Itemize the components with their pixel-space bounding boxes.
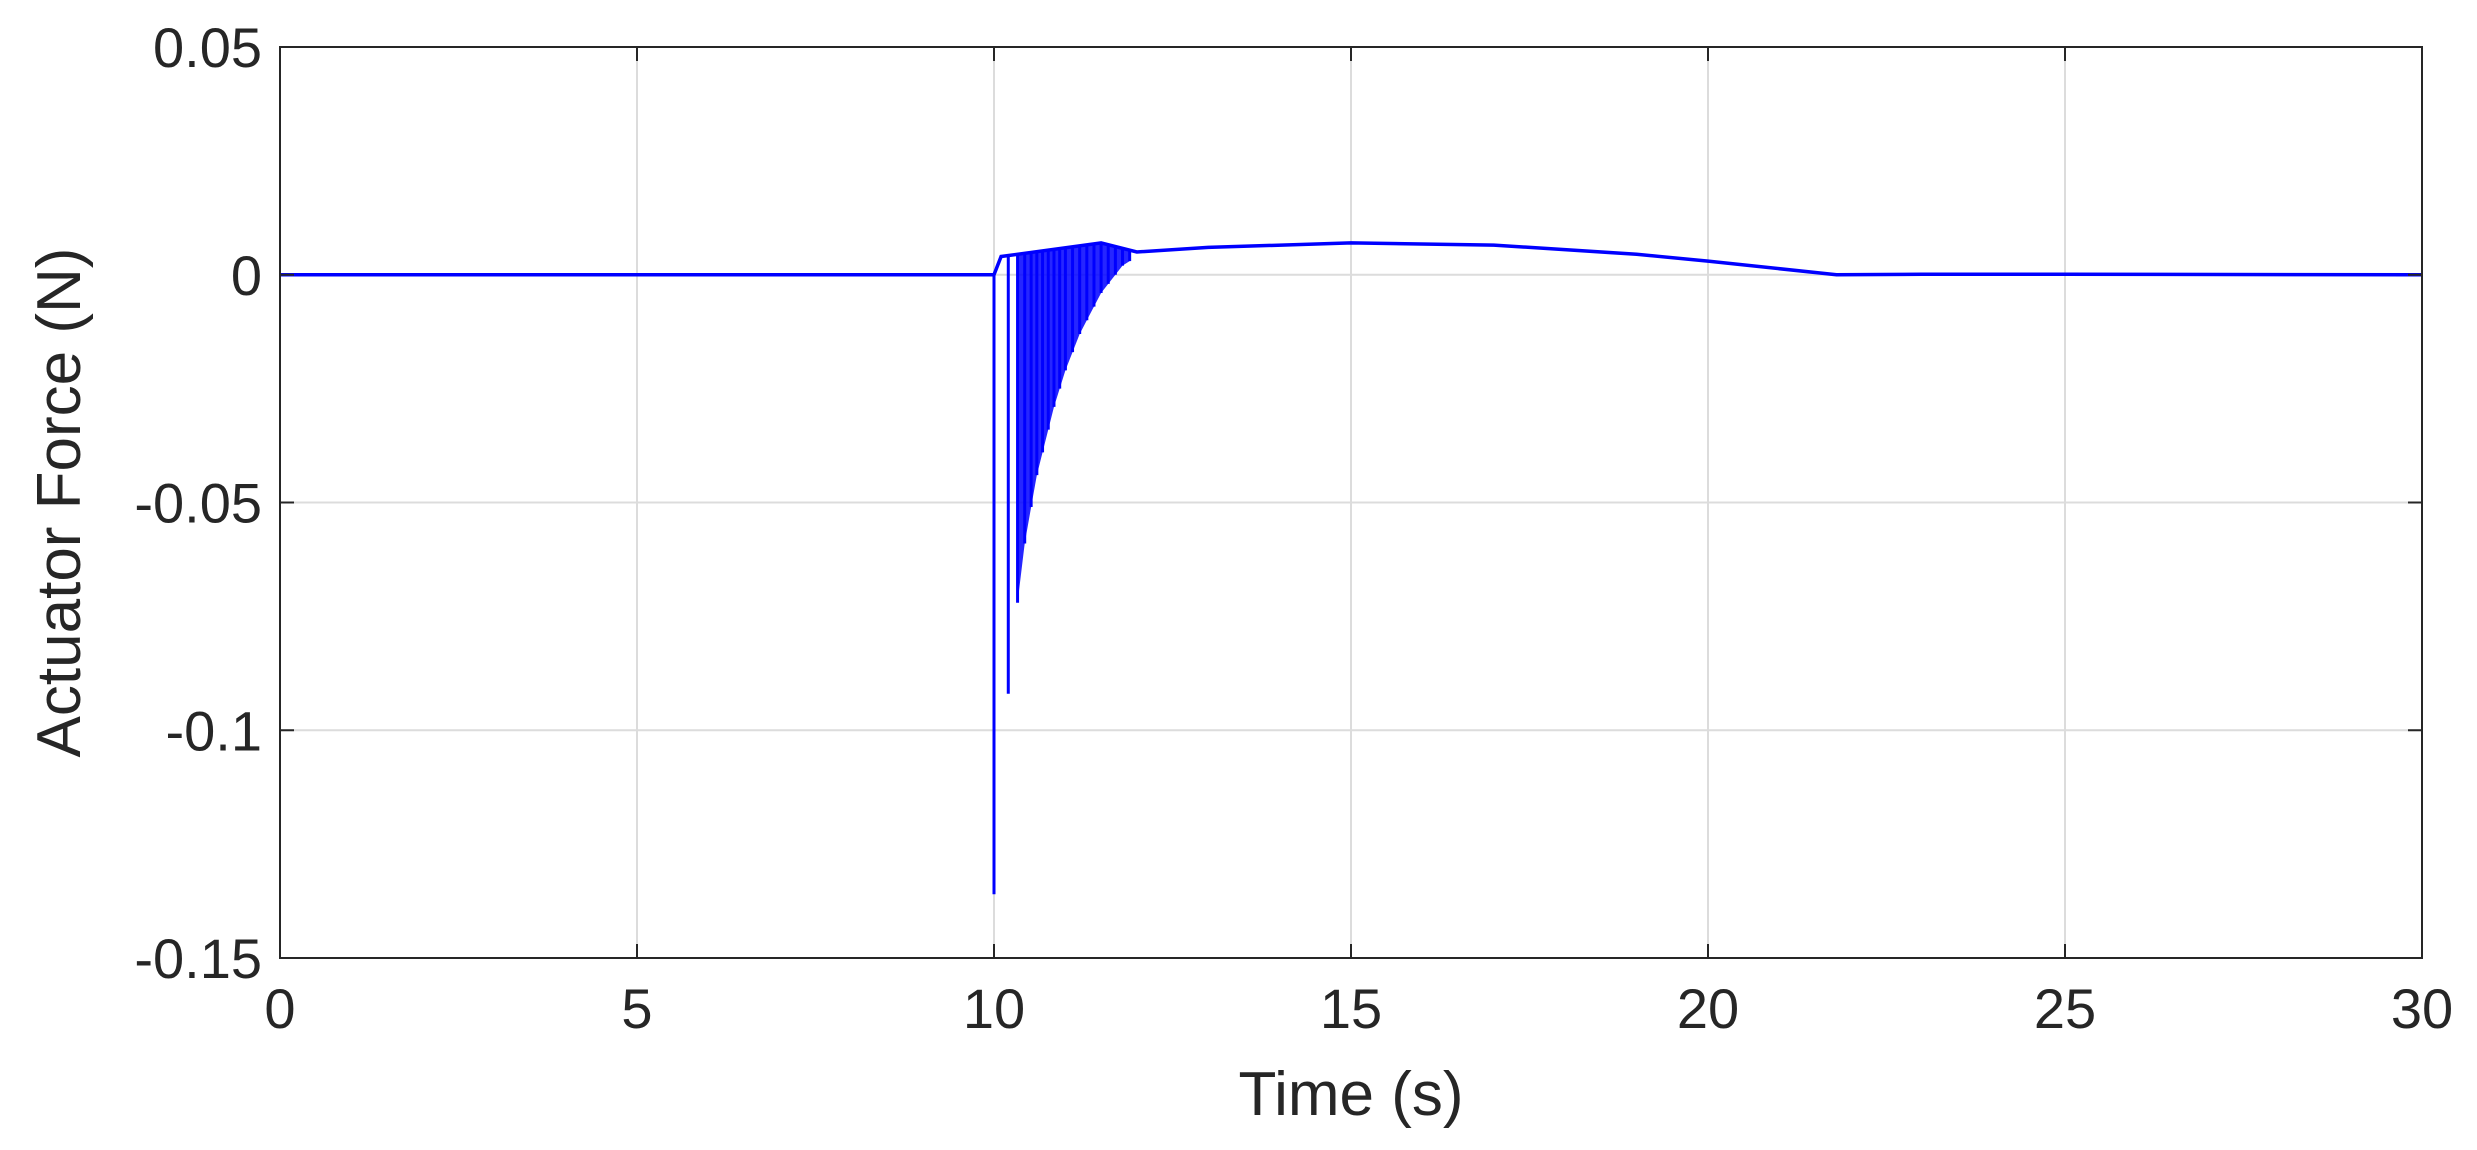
plot-area [280,241,2423,895]
x-tick-label: 10 [963,977,1025,1040]
ticks: 0 5 10 15 20 25 30 0.05 0 -0.05 -0.1 -0.15 [134,16,2453,1040]
x-axis-label: Time (s) [1239,1060,1464,1129]
y-tick-label: -0.1 [166,699,263,762]
x-tick-label: 5 [621,977,652,1040]
x-tick-label: 20 [1677,977,1739,1040]
y-tick-label: 0.05 [153,16,262,79]
x-tick-label: 25 [2034,977,2096,1040]
y-tick-label: 0 [231,244,262,307]
x-tick-label: 30 [2391,977,2453,1040]
x-tick-label: 0 [264,977,295,1040]
force-series-line [280,241,2423,277]
y-axis-label: Actuator Force (N) [25,248,94,758]
y-tick-label: -0.15 [134,927,262,990]
y-tick-label: -0.05 [134,472,262,535]
x-tick-label: 15 [1320,977,1382,1040]
oscillation-envelope [1017,242,1130,603]
